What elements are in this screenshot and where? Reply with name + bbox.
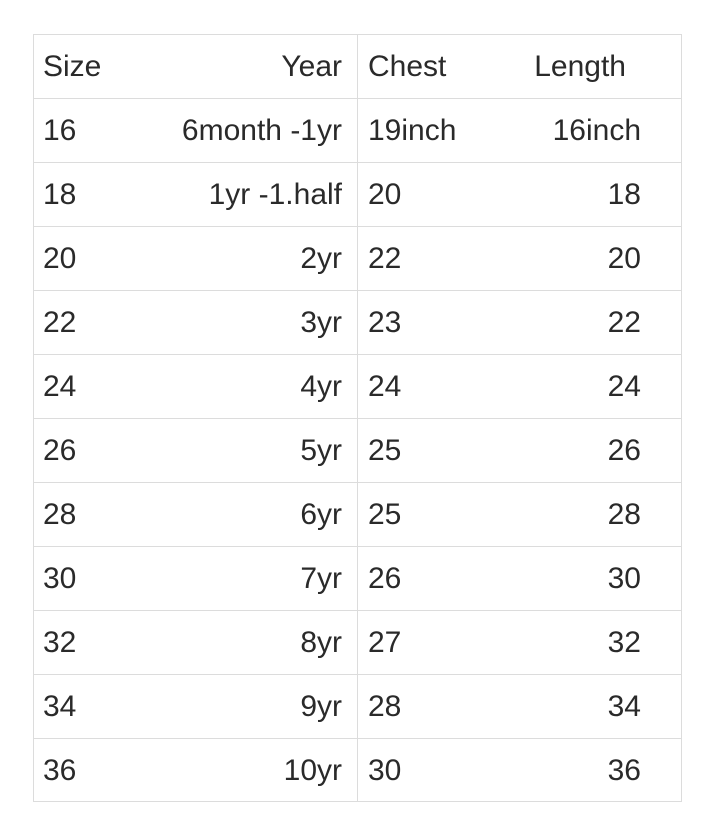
header-size: Size: [43, 50, 102, 83]
cell-year: 1yr -1.half: [208, 178, 342, 211]
cell-year: 10yr: [283, 754, 342, 787]
cell-size: 30: [43, 562, 77, 595]
cell-size: 32: [43, 626, 77, 659]
cell-size: 26: [43, 434, 77, 467]
header-length: Length: [534, 50, 626, 83]
cell-size: 22: [43, 306, 77, 339]
table-row: 26 5yr 25 26: [34, 419, 681, 483]
cell-size: 20: [43, 242, 77, 275]
cell-chest: 27: [368, 626, 402, 659]
cell-length: 18: [607, 178, 641, 211]
size-chart-table: Size Year Chest Length 16 6month -1yr 19inch 16…: [33, 34, 682, 802]
cell-year: 9yr: [300, 690, 342, 723]
table-row: 16 6month -1yr 19inch 16inch: [34, 99, 681, 163]
cell-length: 30: [607, 562, 641, 595]
cell-size: 16: [43, 114, 77, 147]
cell-chest: 28: [368, 690, 402, 723]
cell-year: 6month -1yr: [181, 114, 342, 147]
cell-size: 28: [43, 498, 77, 531]
header-row: Size Year Chest Length: [34, 35, 681, 99]
cell-length: 34: [607, 690, 641, 723]
table-row: 30 7yr 26 30: [34, 547, 681, 611]
cell-length: 28: [607, 498, 641, 531]
cell-length: 36: [607, 754, 641, 787]
cell-chest: 20: [368, 178, 402, 211]
cell-chest: 22: [368, 242, 402, 275]
cell-year: 3yr: [300, 306, 342, 339]
cell-length: 24: [607, 370, 641, 403]
cell-year: 8yr: [300, 626, 342, 659]
cell-length: 26: [607, 434, 641, 467]
cell-year: 6yr: [300, 498, 342, 531]
cell-year: 7yr: [300, 562, 342, 595]
header-chest: Chest: [368, 50, 447, 83]
cell-size: 18: [43, 178, 77, 211]
table-row: 20 2yr 22 20: [34, 227, 681, 291]
table-row: 34 9yr 28 34: [34, 675, 681, 739]
table-row: 28 6yr 25 28: [34, 483, 681, 547]
cell-chest: 25: [368, 498, 402, 531]
cell-year: 5yr: [300, 434, 342, 467]
table-row: 22 3yr 23 22: [34, 291, 681, 355]
cell-size: 36: [43, 754, 77, 787]
cell-size: 34: [43, 690, 77, 723]
cell-year: 4yr: [300, 370, 342, 403]
table-row: 24 4yr 24 24: [34, 355, 681, 419]
cell-length: 16inch: [552, 114, 641, 147]
cell-chest: 26: [368, 562, 402, 595]
cell-length: 32: [607, 626, 641, 659]
cell-length: 20: [607, 242, 641, 275]
cell-chest: 30: [368, 754, 402, 787]
table-row: 36 10yr 30 36: [34, 739, 681, 803]
header-year: Year: [281, 50, 342, 83]
table-row: 32 8yr 27 32: [34, 611, 681, 675]
table-row: 18 1yr -1.half 20 18: [34, 163, 681, 227]
cell-chest: 25: [368, 434, 402, 467]
cell-chest: 19inch: [368, 114, 457, 147]
cell-chest: 23: [368, 306, 402, 339]
cell-length: 22: [607, 306, 641, 339]
cell-year: 2yr: [300, 242, 342, 275]
cell-chest: 24: [368, 370, 402, 403]
cell-size: 24: [43, 370, 77, 403]
